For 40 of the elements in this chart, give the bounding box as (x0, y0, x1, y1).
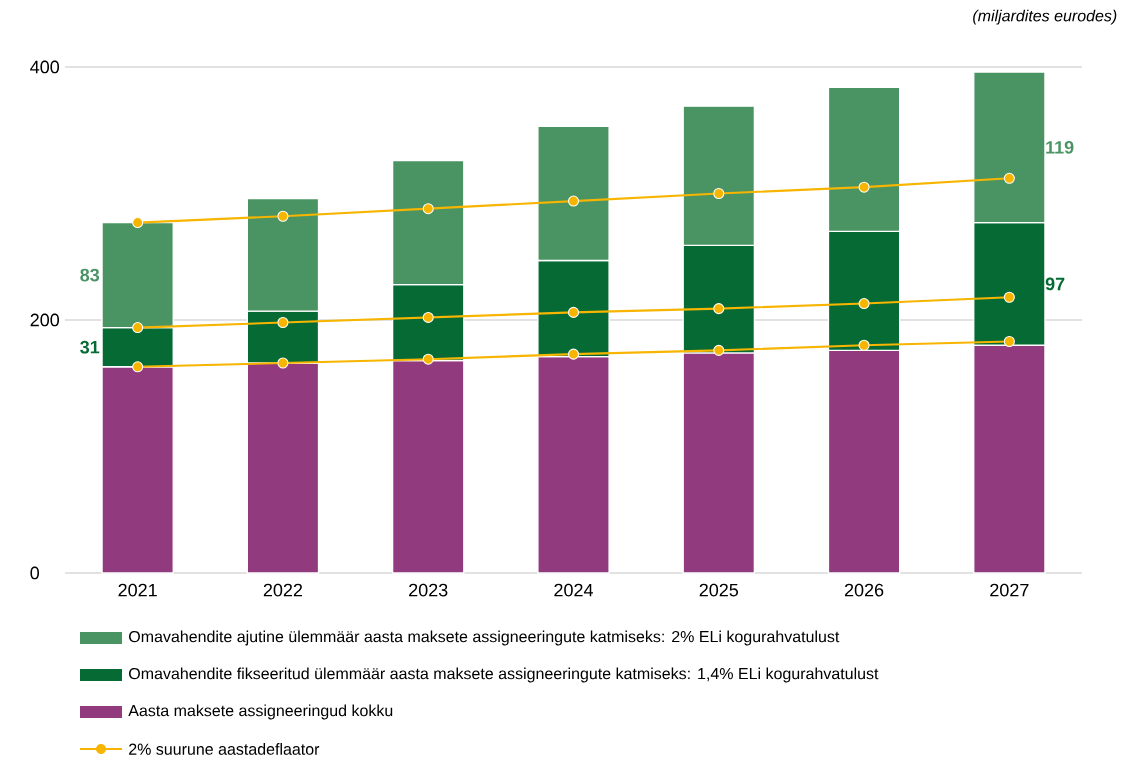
y-tick-label: 0 (30, 566, 40, 580)
legend-label: Omavahendite fikseeritud ülemmäär aasta maksete assigneeringute katmiseks: 1,4% ELi kogurahvatulust (129, 667, 879, 683)
legend-label: 2% suurune aastadeflaator (129, 743, 320, 755)
data-label: 31 (80, 340, 100, 354)
x-tick-label: 2021 (118, 583, 157, 597)
point (422, 353, 434, 365)
point (858, 339, 870, 351)
x-tick-label: 2026 (844, 583, 884, 597)
point (1003, 291, 1015, 303)
y-tick-label: 400 (30, 60, 60, 74)
x-tick-label: 2022 (263, 583, 303, 597)
point (858, 181, 870, 193)
data-label: 119 (1046, 140, 1074, 154)
point (132, 361, 144, 373)
point (277, 316, 289, 329)
y-tick-label: 200 (30, 313, 60, 327)
point (132, 217, 144, 229)
point (277, 210, 289, 222)
point (567, 306, 580, 318)
x-tick-label: 2027 (990, 583, 1029, 597)
x-tick-label: 2025 (699, 583, 739, 597)
point (277, 357, 289, 369)
point (1003, 335, 1015, 348)
legend-label: Aasta maksete assigneeringud kokku (128, 704, 393, 720)
data-label: 97 (1045, 277, 1065, 291)
data-label: 83 (80, 268, 100, 282)
point (858, 298, 870, 310)
point (132, 322, 144, 334)
point (713, 303, 725, 315)
point (713, 187, 725, 200)
y-axis-title: (miljardites eurodes) (973, 9, 1117, 25)
point (567, 348, 580, 360)
point (567, 195, 580, 207)
point (422, 203, 434, 215)
point (713, 344, 725, 356)
x-tick-label: 2023 (409, 583, 448, 597)
point (1003, 172, 1015, 184)
point (422, 311, 434, 323)
x-tick-label: 2024 (554, 583, 593, 597)
legend-label: Omavahendite ajutine ülemmäär aasta maksete assigneeringute katmiseks: 2% ELi kogurahvatulust (129, 630, 840, 646)
